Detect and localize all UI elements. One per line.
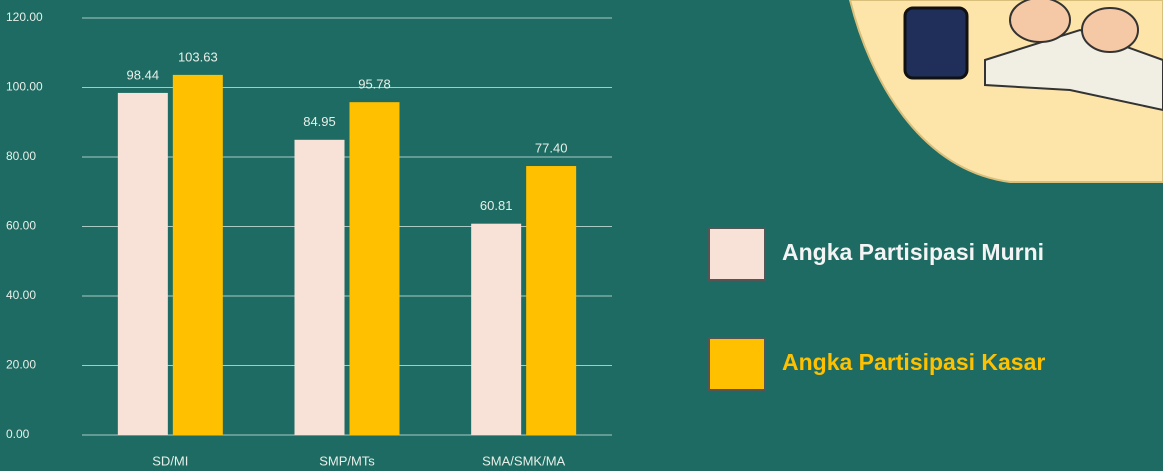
legend-swatch bbox=[709, 338, 765, 390]
bar bbox=[471, 224, 521, 435]
value-label: 103.63 bbox=[178, 49, 218, 64]
y-tick-label: 0.00 bbox=[6, 427, 30, 441]
value-label: 98.44 bbox=[127, 67, 160, 82]
legend-swatch bbox=[709, 228, 765, 280]
bar bbox=[295, 140, 345, 435]
value-label: 95.78 bbox=[358, 77, 391, 92]
y-tick-label: 100.00 bbox=[6, 80, 43, 94]
y-tick-label: 20.00 bbox=[6, 358, 36, 372]
bar bbox=[350, 102, 400, 435]
x-tick-label: SMP/MTs bbox=[319, 453, 375, 468]
chart: 0.00 20.00 40.00 60.00 80.00 100.00 120.00 SD/M… bbox=[0, 0, 1163, 471]
bar bbox=[118, 93, 168, 435]
value-label: 60.81 bbox=[480, 198, 513, 213]
x-tick-label: SD/MI bbox=[152, 453, 188, 468]
value-label: 84.95 bbox=[303, 114, 336, 129]
y-tick-label: 80.00 bbox=[6, 149, 36, 163]
bar bbox=[173, 75, 223, 435]
bar bbox=[526, 166, 576, 435]
legend-label: Angka Partisipasi Murni bbox=[782, 239, 1044, 265]
y-tick-label: 40.00 bbox=[6, 288, 36, 302]
value-label: 77.40 bbox=[535, 140, 568, 155]
y-tick-label: 120.00 bbox=[6, 10, 43, 24]
y-tick-label: 60.00 bbox=[6, 219, 36, 233]
x-tick-label: SMA/SMK/MA bbox=[482, 453, 565, 468]
legend-label: Angka Partisipasi Kasar bbox=[782, 349, 1045, 375]
